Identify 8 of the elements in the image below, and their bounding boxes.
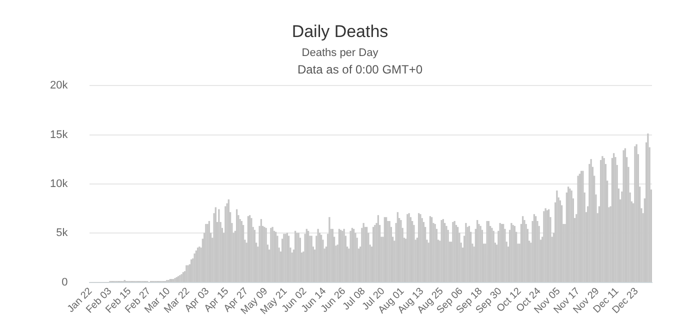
- y-tick-label: 10k: [50, 178, 68, 190]
- y-tick-label: 0: [62, 276, 68, 288]
- y-tick-label: 20k: [50, 80, 68, 92]
- chart-subtitle: Deaths per Day: [302, 47, 379, 60]
- y-tick-label: 5k: [56, 227, 68, 240]
- chart-title: Daily Deaths: [292, 22, 388, 41]
- text: Data as of 0:00 GMT+0: [297, 62, 423, 77]
- y-tick-label: 15k: [50, 128, 68, 141]
